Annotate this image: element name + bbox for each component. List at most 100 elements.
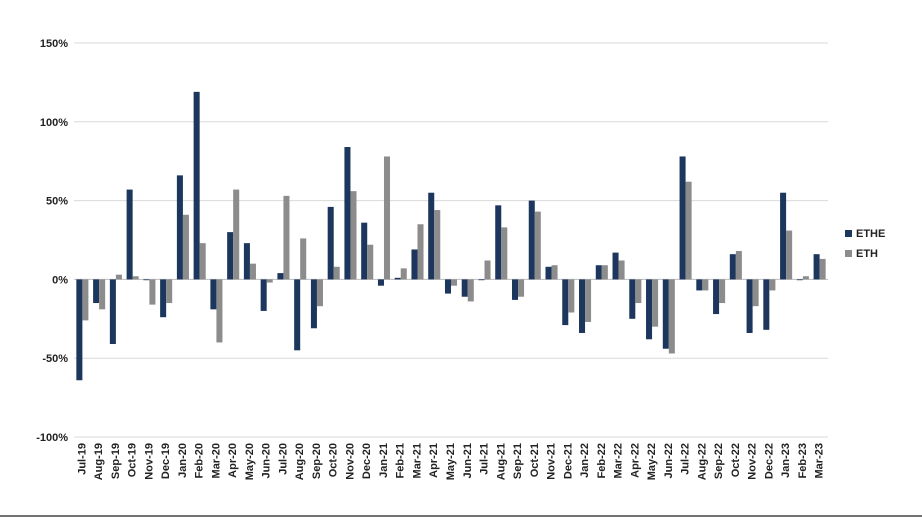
grid-lines <box>74 42 828 438</box>
bar-eth-dec-21 <box>568 279 575 313</box>
x-tick-label: Mar-23 <box>814 443 826 478</box>
bar-ethe-jul-19 <box>76 279 83 381</box>
bar-eth-feb-22 <box>601 265 608 280</box>
bar-eth-jun-20 <box>266 279 273 283</box>
x-tick-label: Jun-21 <box>462 443 474 478</box>
bar-ethe-oct-20 <box>327 206 334 280</box>
x-tick-label: Oct-19 <box>127 443 139 477</box>
x-tick-label: Apr-22 <box>629 443 641 478</box>
bar-ethe-jan-21 <box>377 279 384 286</box>
bar-ethe-nov-21 <box>545 266 552 280</box>
bar-eth-apr-22 <box>635 279 642 304</box>
legend-label-ethe: ETHE <box>856 228 885 240</box>
bar-eth-aug-22 <box>702 279 709 291</box>
bar-eth-aug-19 <box>99 279 106 310</box>
x-tick-label: Dec-21 <box>562 443 574 479</box>
y-tick-label: 0% <box>52 274 68 286</box>
bar-ethe-jul-20 <box>277 273 284 280</box>
x-tick-label: Jan-20 <box>177 443 189 478</box>
x-tick-label: Oct-22 <box>730 443 742 477</box>
bar-ethe-mar-21 <box>411 249 418 280</box>
bar-ethe-jan-20 <box>176 175 183 280</box>
bar-eth-feb-21 <box>400 268 407 280</box>
bar-ethe-jan-23 <box>780 192 787 280</box>
legend-swatch-eth <box>845 250 852 257</box>
bar-eth-oct-22 <box>735 251 742 280</box>
bar-eth-nov-21 <box>551 265 558 280</box>
bar-ethe-aug-20 <box>294 279 301 351</box>
y-tick-label: 100% <box>40 117 68 129</box>
bar-eth-may-20 <box>249 263 256 280</box>
x-tick-label: Apr-20 <box>227 443 239 478</box>
x-tick-label: Oct-21 <box>529 443 541 477</box>
bar-ethe-may-21 <box>444 279 451 294</box>
bar-eth-may-22 <box>652 279 659 327</box>
bar-eth-jul-21 <box>484 260 491 280</box>
bar-eth-mar-22 <box>618 260 625 280</box>
bar-ethe-aug-22 <box>696 279 703 291</box>
bar-ethe-dec-21 <box>562 279 569 326</box>
x-tick-label: Nov-22 <box>747 443 759 480</box>
x-tick-label: Jan-21 <box>378 443 390 478</box>
bar-eth-mar-20 <box>216 279 223 343</box>
bar-eth-jun-21 <box>467 279 474 302</box>
x-tick-label: May-20 <box>244 443 256 480</box>
bar-ethe-oct-22 <box>729 254 736 280</box>
x-tick-label: Sep-19 <box>110 443 122 479</box>
bar-eth-dec-20 <box>367 244 374 280</box>
bar-eth-nov-22 <box>752 279 759 307</box>
bars <box>76 91 826 381</box>
x-tick-label: Dec-22 <box>763 443 775 479</box>
bar-eth-sep-21 <box>518 279 525 297</box>
bar-eth-jul-20 <box>283 195 290 280</box>
x-tick-label: Jan-22 <box>579 443 591 478</box>
bar-ethe-mar-22 <box>612 252 619 280</box>
bar-ethe-apr-20 <box>227 232 234 280</box>
bar-ethe-sep-22 <box>713 279 720 315</box>
x-tick-label: May-21 <box>445 443 457 480</box>
bar-ethe-feb-23 <box>796 279 803 281</box>
bar-eth-jan-22 <box>585 279 592 322</box>
bar-ethe-jun-21 <box>461 279 468 297</box>
bar-eth-oct-21 <box>534 211 541 280</box>
x-tick-label: Jul-19 <box>76 443 88 475</box>
x-tick-label: Nov-21 <box>546 443 558 480</box>
x-tick-label: Jun-22 <box>663 443 675 478</box>
bar-eth-feb-23 <box>802 276 809 280</box>
bar-eth-nov-19 <box>149 279 156 305</box>
x-tick-label: Mar-22 <box>613 443 625 478</box>
x-tick-label: Apr-21 <box>428 443 440 478</box>
x-tick-label: Jul-22 <box>680 443 692 475</box>
bar-ethe-may-22 <box>646 279 653 340</box>
bar-eth-nov-20 <box>350 191 357 280</box>
y-tick-label: -50% <box>42 353 68 365</box>
x-tick-label: Nov-19 <box>143 443 155 480</box>
bar-ethe-nov-19 <box>143 279 150 281</box>
bar-ethe-dec-22 <box>763 279 770 330</box>
bar-eth-jan-23 <box>786 230 793 280</box>
bar-ethe-oct-21 <box>528 200 535 280</box>
bar-ethe-apr-21 <box>428 192 435 280</box>
bar-ethe-jul-21 <box>478 279 485 281</box>
bar-ethe-oct-19 <box>126 189 133 280</box>
x-tick-label: Feb-20 <box>194 443 206 478</box>
bar-eth-jun-22 <box>668 279 675 354</box>
bar-ethe-dec-19 <box>160 279 167 318</box>
bar-ethe-jan-22 <box>579 279 586 333</box>
legend: ETHE ETH <box>845 228 885 260</box>
bar-eth-feb-20 <box>199 243 206 280</box>
x-tick-label: Aug-19 <box>93 443 105 480</box>
bar-eth-oct-19 <box>132 276 139 280</box>
bar-ethe-dec-20 <box>361 222 368 280</box>
x-tick-label: Jun-20 <box>261 443 273 478</box>
bar-eth-aug-21 <box>501 227 508 280</box>
bar-ethe-nov-20 <box>344 147 351 280</box>
bar-eth-mar-23 <box>819 258 826 280</box>
bar-eth-apr-21 <box>434 210 441 280</box>
bar-ethe-nov-22 <box>746 279 753 333</box>
bar-ethe-aug-19 <box>93 279 100 304</box>
x-tick-label: Jul-20 <box>277 443 289 475</box>
y-tick-label: 50% <box>46 196 68 208</box>
bar-eth-dec-19 <box>166 279 173 304</box>
